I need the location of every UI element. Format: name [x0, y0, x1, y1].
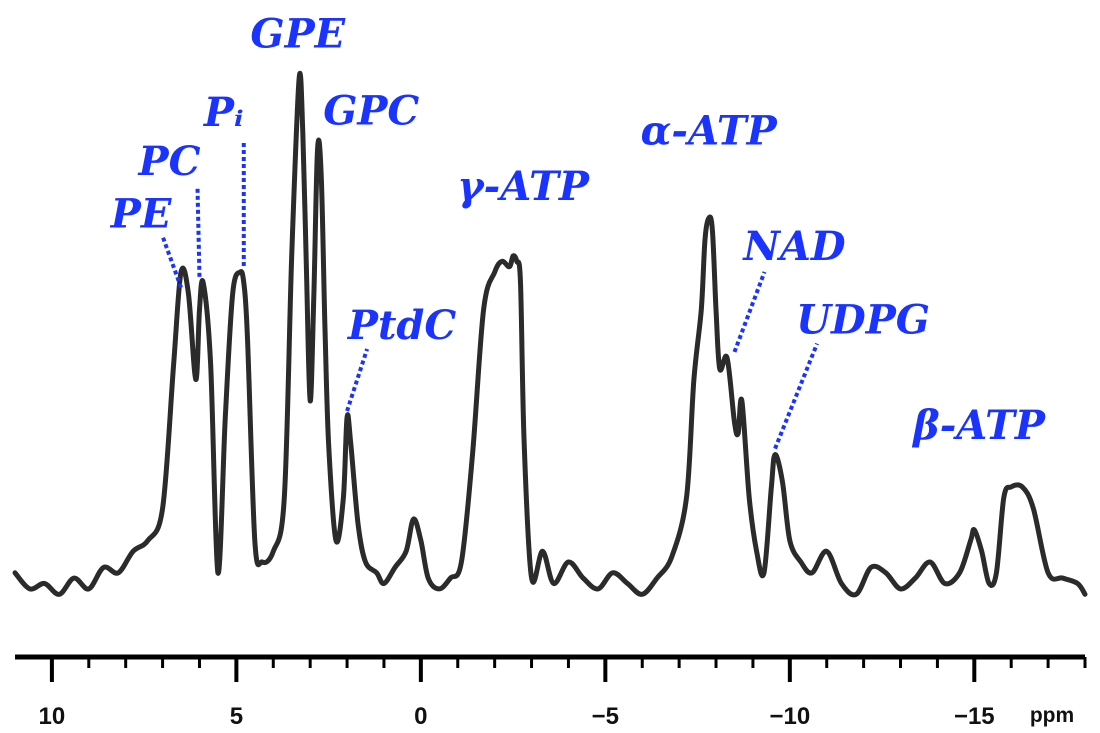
peak-leader-lines [161, 141, 819, 450]
peak-label: UDPG [796, 297, 930, 344]
peak-label: GPE [250, 11, 345, 58]
peak-label: PC [138, 138, 201, 185]
x-tick-label: 5 [230, 703, 243, 730]
spectrum-line [12, 70, 1088, 598]
x-tick-label: 10 [39, 703, 66, 730]
peak-leader-line [161, 236, 183, 289]
peak-label: GPC [323, 88, 419, 135]
peak-label: α-ATP [641, 107, 779, 154]
peak-leader-line [773, 342, 819, 450]
peak-label: β-ATP [911, 402, 1047, 449]
x-tick-label: −10 [769, 703, 810, 730]
x-tick-label: 0 [414, 703, 427, 730]
peak-label: γ-ATP [457, 163, 591, 210]
peak-leader-line [732, 271, 767, 353]
peak-leader-line [195, 186, 202, 277]
x-axis-ticks: 10 5 0 −5 −10 −15 [39, 657, 1087, 730]
peak-label: PtdC [347, 302, 457, 349]
peak-label: NAD [741, 223, 846, 270]
x-tick-label: −15 [954, 703, 995, 730]
x-axis-unit-label: ppm [1030, 704, 1074, 727]
peak-label: Pᵢ [203, 89, 244, 136]
peak-label: PE [110, 191, 172, 238]
x-tick-label: −5 [592, 703, 619, 730]
peak-leader-line [345, 348, 369, 412]
